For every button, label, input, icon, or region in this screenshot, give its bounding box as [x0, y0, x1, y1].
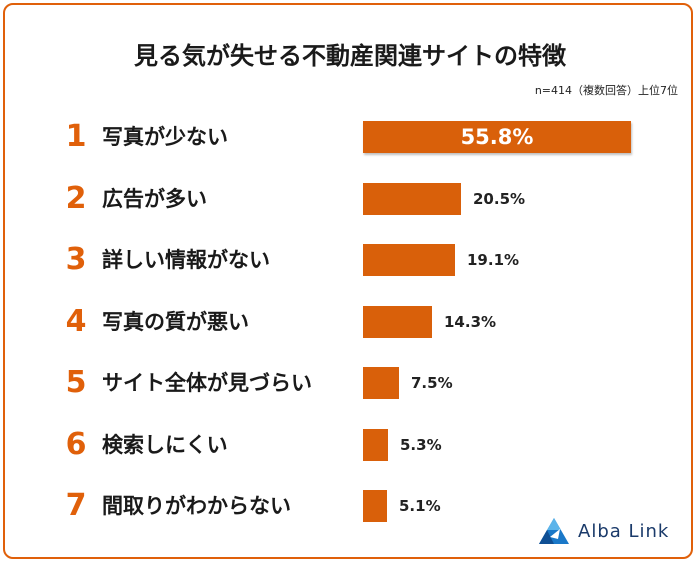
alba-link-logo: Alba Link — [538, 516, 669, 546]
rank-number: 1 — [65, 119, 87, 154]
category-label: 広告が多い — [102, 187, 207, 211]
category-label: 検索しにくい — [102, 433, 228, 457]
rank-number: 3 — [65, 242, 87, 277]
bar-row: 7 間取りがわからない 5.1% — [0, 486, 700, 526]
value-label: 5.1% — [399, 497, 441, 515]
bar — [363, 429, 388, 461]
bar — [363, 490, 387, 522]
alba-link-logo-text: Alba Link — [578, 520, 670, 542]
rank-number: 4 — [65, 304, 87, 339]
chart-frame — [3, 3, 693, 559]
category-label: サイト全体が見づらい — [102, 371, 312, 395]
bar — [363, 367, 399, 399]
bar — [363, 183, 461, 215]
bar — [363, 306, 432, 338]
value-label: 14.3% — [444, 313, 497, 331]
value-label: 20.5% — [473, 190, 526, 208]
bar-row: 4 写真の質が悪い 14.3% — [0, 302, 700, 342]
value-label: 7.5% — [411, 374, 453, 392]
rank-number: 2 — [65, 181, 87, 216]
rank-number: 7 — [65, 488, 87, 523]
sample-note: n=414（複数回答）上位7位 — [534, 84, 678, 97]
category-label: 詳しい情報がない — [102, 248, 270, 272]
bar-row: 1 写真が少ない 55.8% — [0, 117, 700, 157]
value-label: 5.3% — [400, 436, 442, 454]
bar-row: 2 広告が多い 20.5% — [0, 179, 700, 219]
category-label: 写真の質が悪い — [102, 310, 249, 334]
value-label: 55.8% — [460, 125, 534, 149]
bar — [363, 121, 631, 153]
bar-row: 3 詳しい情報がない 19.1% — [0, 240, 700, 280]
chart-title: 見る気が失せる不動産関連サイトの特徴 — [134, 42, 566, 70]
rank-number: 6 — [65, 427, 87, 462]
bar — [363, 244, 455, 276]
value-label: 19.1% — [467, 251, 520, 269]
alba-link-logo-icon — [539, 518, 569, 544]
bar-row: 5 サイト全体が見づらい 7.5% — [0, 363, 700, 403]
category-label: 写真が少ない — [102, 125, 228, 149]
rank-number: 5 — [65, 365, 87, 400]
category-label: 間取りがわからない — [102, 494, 291, 518]
bar-row: 6 検索しにくい 5.3% — [0, 425, 700, 465]
